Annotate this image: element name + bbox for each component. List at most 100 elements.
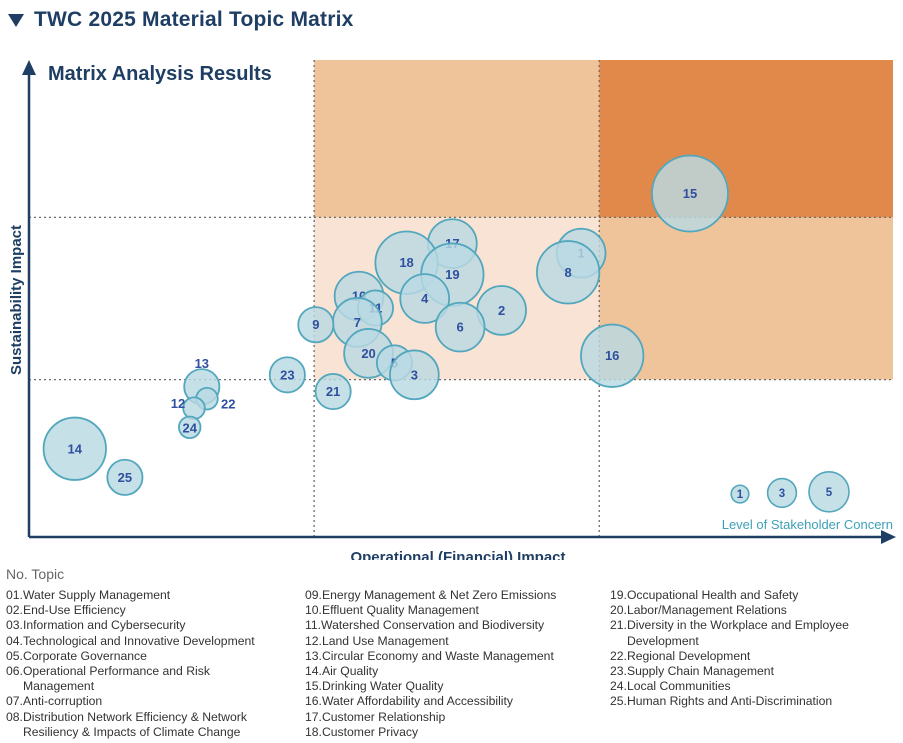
legend-item-text: Supply Chain Management [626, 664, 774, 679]
bubble-label: 20 [361, 346, 375, 361]
legend-item-number: 21. [610, 618, 627, 633]
legend-item-text: Circular Economy and Waste Management [321, 648, 554, 663]
bubble-label: 7 [354, 315, 361, 330]
legend-item-number: 11. [305, 618, 322, 633]
bubble-12: 12 [171, 396, 206, 420]
legend-item-number: 14. [305, 664, 322, 679]
legend-item-number: 22. [610, 648, 627, 663]
legend-item-number: 03. [6, 618, 23, 633]
legend-item-text: Occupational Health and Safety [626, 588, 799, 602]
legend-item: 24. Local Communities [610, 679, 901, 694]
legend-item: 23. Supply Chain Management [610, 664, 901, 679]
bubble-label: 3 [411, 367, 418, 382]
bubble-circle [182, 396, 206, 420]
legend-item-text: Distribution Network Efficiency & Networ… [22, 709, 247, 739]
bubble-series: 1517118198421011796205316232113221224142… [42, 154, 729, 496]
bubble-21: 21 [314, 373, 352, 411]
bubble-23: 23 [268, 356, 306, 394]
legend-item: 15. Drinking Water Quality [305, 679, 605, 694]
bubble-circle [536, 240, 601, 305]
bubble-14: 14 [42, 416, 107, 481]
legend-item: 01. Water Supply Management [6, 588, 306, 603]
bubble-circle [178, 415, 202, 439]
page-header: TWC 2025 Material Topic Matrix [8, 6, 354, 34]
legend-item-text: Water Supply Management [22, 588, 171, 602]
bubble-label: 25 [118, 470, 132, 485]
bubble-label: 15 [683, 186, 697, 201]
bubble-9: 9 [297, 306, 335, 344]
legend-item-text: Information and Cybersecurity [22, 618, 186, 633]
legend-item: 20. Labor/Management Relations [610, 603, 901, 618]
legend-item-number: 05. [6, 648, 23, 663]
bubble-16: 16 [580, 323, 645, 388]
bubble-circle [314, 373, 352, 411]
legend-item: 07. Anti-corruption [6, 694, 306, 709]
legend-item-text: Water Affordability and Accessibility [321, 694, 513, 709]
size-legend: Level of Stakeholder Concern 1 3 5 [722, 470, 893, 532]
bubble-circle [297, 306, 335, 344]
legend-item-number: 17. [305, 709, 322, 724]
legend-item-number: 25. [610, 694, 627, 709]
legend-item: 19. Occupational Health and Safety [610, 588, 901, 603]
legend-item: 22. Regional Development [610, 649, 901, 664]
topic-legend: No. Topic 01. Water Supply Management 02.… [6, 566, 901, 741]
bubble-label: 8 [565, 265, 572, 280]
bubble-label: 9 [312, 317, 319, 332]
size-legend-item-5: 5 [808, 470, 850, 513]
page-title: TWC 2025 Material Topic Matrix [34, 8, 354, 31]
bubble-label: 23 [280, 367, 294, 382]
legend-item-number: 01. [6, 588, 23, 602]
legend-item-number: 07. [6, 694, 23, 709]
legend-item-number: 15. [305, 679, 322, 694]
legend-item-number: 10. [305, 603, 322, 618]
legend-item-text: Effluent Quality Management [321, 603, 479, 618]
bubble-label: 13 [195, 356, 209, 371]
quadrant-right-mid [599, 217, 893, 380]
legend-column-3: 19. Occupational Health and Safety 20. La… [610, 588, 901, 710]
legend-item-text: Anti-corruption [22, 694, 103, 709]
size-legend-label: 3 [779, 488, 785, 500]
legend-item: 21. Diversity in the Workplace and Emplo… [610, 618, 901, 648]
legend-item: 05. Corporate Governance [6, 649, 306, 664]
bubble-25: 25 [106, 458, 144, 496]
legend-item-text: Air Quality [321, 664, 379, 679]
legend-item: 17. Customer Relationship [305, 710, 605, 725]
bubble-label: 24 [182, 420, 197, 435]
size-legend-label: 5 [826, 487, 833, 499]
legend-item-text: Watershed Conservation and Biodiversity [321, 618, 545, 633]
bubble-15: 15 [651, 154, 729, 233]
bubble-circle [389, 349, 440, 401]
bubble-8: 8 [536, 240, 601, 305]
legend-item: 25. Human Rights and Anti-Discrimination [610, 694, 901, 709]
legend-item-text: Drinking Water Quality [321, 679, 444, 694]
size-legend-label: 1 [737, 489, 744, 501]
legend-item: 04. Technological and Innovative Develop… [6, 634, 306, 649]
legend-item-number: 16. [305, 694, 322, 709]
legend-item-text: Customer Relationship [321, 709, 446, 724]
legend-item-number: 04. [6, 633, 23, 648]
legend-item-number: 12. [305, 633, 322, 648]
bubble-4: 4 [399, 273, 451, 324]
legend-item: 13. Circular Economy and Waste Managemen… [305, 649, 605, 664]
legend-item: 02. End-Use Efficiency [6, 603, 306, 618]
bubble-6: 6 [434, 301, 486, 353]
bubble-circle [106, 458, 144, 496]
y-axis-arrow-icon [22, 60, 36, 75]
legend-item-number: 24. [610, 679, 627, 694]
bubble-3: 3 [389, 349, 440, 401]
legend-item-text: End-Use Efficiency [22, 603, 126, 618]
legend-column-2: 09. Energy Management & Net Zero Emission… [305, 588, 605, 740]
legend-item-text: Operational Performance and Risk Managem… [22, 664, 210, 694]
legend-item-number: 20. [610, 603, 627, 618]
legend-item-number: 23. [610, 664, 627, 679]
y-axis-label: Sustainability Impact [8, 225, 25, 375]
legend-item-number: 09. [305, 588, 322, 602]
bubble-circle [399, 273, 451, 324]
legend-item: 18. Customer Privacy [305, 725, 605, 740]
bubble-label: 19 [445, 267, 459, 282]
chart-title: Matrix Analysis Results [48, 63, 272, 85]
legend-item-number: 13. [305, 648, 322, 663]
bubble-circle [651, 154, 729, 233]
legend-item-text: Energy Management & Net Zero Emissions [321, 588, 557, 602]
materiality-matrix-chart: Matrix Analysis Results Operational (Fin… [8, 60, 896, 560]
